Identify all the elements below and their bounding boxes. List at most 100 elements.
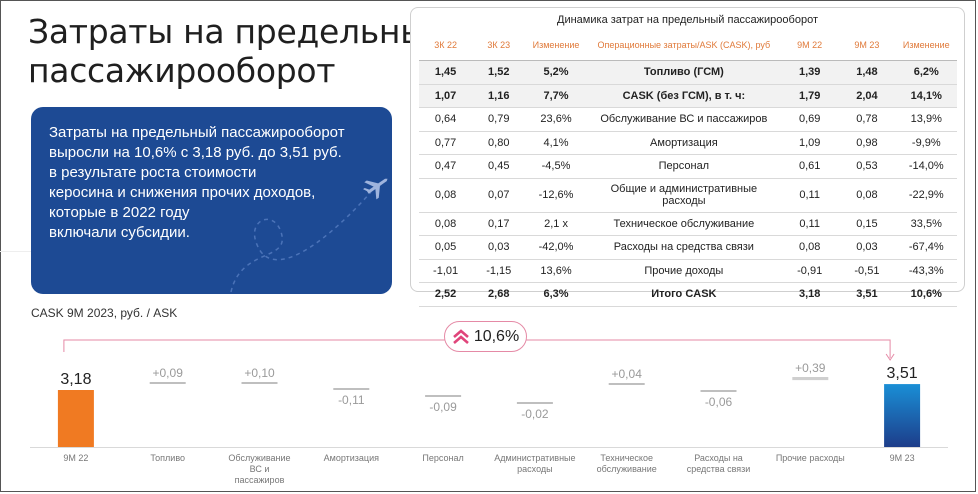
header-m-change: Изменение bbox=[895, 30, 957, 61]
cell-q23: 0,79 bbox=[472, 107, 526, 132]
cell-q23: 1,52 bbox=[472, 60, 526, 85]
cell-q-change: -4,5% bbox=[525, 154, 587, 179]
category-label: пассажиров bbox=[235, 475, 285, 485]
summary-line: которые в 2022 году bbox=[49, 204, 190, 221]
header-q-change: Изменение bbox=[525, 30, 587, 61]
cell-m22: 0,11 bbox=[781, 212, 839, 236]
cell-m23: 1,48 bbox=[838, 60, 896, 85]
cell-q22: 0,77 bbox=[419, 131, 473, 155]
cell-item: CASK (без ГСМ), в т. ч: bbox=[586, 84, 782, 108]
cell-m22: 1,09 bbox=[781, 131, 839, 155]
page-title: Затраты на предельный пассажирооборот bbox=[28, 12, 447, 90]
cell-q22: -1,01 bbox=[419, 259, 473, 283]
cell-m23: 0,03 bbox=[838, 235, 896, 260]
step-bar bbox=[425, 395, 462, 397]
cell-m-change: 10,6% bbox=[895, 282, 957, 307]
table-header-row: 3К 22 3К 23 Изменение Операционные затра… bbox=[419, 30, 957, 61]
category-label: Обслуживание bbox=[228, 453, 290, 463]
cell-q23: 0,07 bbox=[472, 178, 526, 213]
step-value-label: +0,04 bbox=[612, 367, 643, 381]
cell-q-change: -42,0% bbox=[525, 235, 587, 260]
summary-line: включали субсидии. bbox=[49, 224, 190, 241]
title-line-2: пассажирооборот bbox=[28, 51, 336, 90]
cell-m-change: -22,9% bbox=[895, 178, 957, 213]
cell-m22: 0,08 bbox=[781, 235, 839, 260]
cell-q23: 0,03 bbox=[472, 235, 526, 260]
table-row: 0,08 0,07 -12,6% Общие и административные р… bbox=[419, 178, 957, 213]
header-q22: 3К 22 bbox=[419, 30, 473, 61]
cell-item: Обслуживание ВС и пассажиров bbox=[586, 107, 782, 132]
bar-value-label: 3,51 bbox=[887, 365, 918, 382]
cell-m23: 0,78 bbox=[838, 107, 896, 132]
cell-m-change: 13,9% bbox=[895, 107, 957, 132]
cell-q23: 1,16 bbox=[472, 84, 526, 108]
cell-q-change: 23,6% bbox=[525, 107, 587, 132]
cost-table-card: Динамика затрат на предельный пассажироо… bbox=[410, 7, 965, 307]
summary-box: Затраты на предельный пассажирооборот выр… bbox=[31, 107, 392, 294]
category-label: Техническое bbox=[600, 453, 653, 463]
step-bar bbox=[700, 390, 737, 392]
cell-m23: 0,15 bbox=[838, 212, 896, 236]
summary-text: Затраты на предельный пассажирооборот выр… bbox=[49, 123, 374, 243]
step-bar bbox=[608, 383, 645, 385]
step-bar bbox=[792, 377, 829, 381]
summary-line: выросли на 10,6% с 3,18 руб. до 3,51 руб… bbox=[49, 144, 342, 161]
cell-m-change: -14,0% bbox=[895, 154, 957, 179]
title-line-1: Затраты на предельный bbox=[28, 12, 448, 51]
airplane-icon bbox=[230, 178, 388, 293]
cell-m-change: -67,4% bbox=[895, 235, 957, 260]
category-label: Амортизация bbox=[324, 453, 379, 463]
cell-m22: 1,79 bbox=[781, 84, 839, 108]
cell-q23: 0,17 bbox=[472, 212, 526, 236]
connector-arrow bbox=[885, 353, 895, 361]
category-label: ВС и bbox=[250, 464, 270, 474]
cell-q-change: -12,6% bbox=[525, 178, 587, 213]
cell-q23: -1,15 bbox=[472, 259, 526, 283]
cell-q-change: 5,2% bbox=[525, 60, 587, 85]
cell-q23: 2,68 bbox=[472, 282, 526, 307]
cell-q22: 0,05 bbox=[419, 235, 473, 260]
cell-item: Итого CASK bbox=[586, 282, 782, 307]
cell-item: Расходы на средства связи bbox=[586, 235, 782, 260]
table-row: 0,77 0,80 4,1% Амортизация 1,09 0,98 -9,9% bbox=[419, 131, 957, 155]
step-value-label: +0,09 bbox=[153, 366, 184, 380]
cell-q22: 1,07 bbox=[419, 84, 473, 108]
cell-m22: 0,69 bbox=[781, 107, 839, 132]
table-row: 0,08 0,17 2,1 x Техническое обслуживание 0,1… bbox=[419, 212, 957, 236]
header-m23: 9М 23 bbox=[838, 30, 896, 61]
cell-q23: 0,45 bbox=[472, 154, 526, 179]
summary-line: Затраты на предельный пассажирооборот bbox=[49, 124, 345, 141]
category-label: средства связи bbox=[687, 464, 751, 474]
step-bar bbox=[241, 382, 278, 384]
cell-q-change: 4,1% bbox=[525, 131, 587, 155]
category-label: 9М 22 bbox=[63, 453, 88, 463]
step-bar bbox=[516, 402, 553, 404]
cell-m22: 1,39 bbox=[781, 60, 839, 85]
step-value-label: +0,10 bbox=[244, 366, 275, 380]
cell-q22: 0,64 bbox=[419, 107, 473, 132]
total-bar bbox=[57, 390, 94, 447]
step-value-label: -0,06 bbox=[705, 395, 733, 409]
cell-m22: 0,11 bbox=[781, 178, 839, 213]
cell-m-change: 6,2% bbox=[895, 60, 957, 85]
header-q23: 3К 23 bbox=[472, 30, 526, 61]
cell-item: Топливо (ГСМ) bbox=[586, 60, 782, 85]
cell-m23: 0,98 bbox=[838, 131, 896, 155]
cell-item: Общие и административные расходы bbox=[586, 178, 782, 213]
step-value-label: -0,11 bbox=[338, 393, 365, 407]
cell-m22: 0,61 bbox=[781, 154, 839, 179]
cell-q-change: 13,6% bbox=[525, 259, 587, 283]
cell-q-change: 2,1 x bbox=[525, 212, 587, 236]
summary-line: керосина и снижения прочих доходов, bbox=[49, 184, 316, 201]
cell-m23: 0,53 bbox=[838, 154, 896, 179]
cell-q22: 0,08 bbox=[419, 212, 473, 236]
cell-q22: 0,08 bbox=[419, 178, 473, 213]
step-bar bbox=[333, 388, 370, 390]
step-bar bbox=[149, 382, 186, 384]
cell-q22: 2,52 bbox=[419, 282, 473, 307]
summary-line: в результате роста стоимости bbox=[49, 164, 257, 181]
cell-m22: 3,18 bbox=[781, 282, 839, 307]
table-title: Динамика затрат на предельный пассажироо… bbox=[557, 14, 818, 26]
bar-value-label: 3,18 bbox=[60, 371, 91, 388]
cell-m23: 0,08 bbox=[838, 178, 896, 213]
